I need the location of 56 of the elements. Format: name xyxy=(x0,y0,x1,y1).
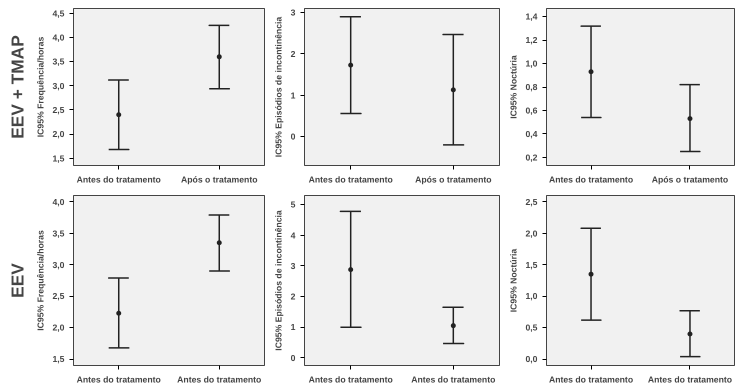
y-tick-label: 2,0 xyxy=(52,129,65,140)
x-tick-label: Antes do tratamento xyxy=(76,374,161,384)
y-tick-label: 0,4 xyxy=(525,128,538,139)
y-tick-label: 2 xyxy=(290,292,296,302)
y-tick-label: 0,2 xyxy=(525,152,538,162)
y-tick-label: 0,6 xyxy=(525,105,538,116)
y-tick-label: 0 xyxy=(290,132,296,142)
y-axis-title: IC95% Episódios de incontinência xyxy=(274,210,284,351)
y-tick-label: 3,0 xyxy=(52,260,65,270)
y-axis-title: IC95% Episódios de incontinência xyxy=(274,16,284,158)
y-tick-label: 3,0 xyxy=(52,80,65,91)
y-tick-label: 4,5 xyxy=(52,8,65,18)
x-tick-label: Antes do tratamento xyxy=(177,374,262,384)
x-tick-label: Após o tratamento xyxy=(415,174,492,184)
y-tick-label: 0 xyxy=(290,352,296,363)
x-tick-label: Antes do tratamento xyxy=(548,374,634,384)
y-tick-label: 1,0 xyxy=(525,291,538,302)
y-tick-label: 4 xyxy=(290,230,296,240)
x-tick-label: Após o tratamento xyxy=(652,174,728,184)
y-tick-label: 4,0 xyxy=(52,196,65,207)
y-tick-label: 2 xyxy=(290,48,296,59)
y-tick-label: 1,4 xyxy=(525,12,538,22)
y-tick-label: 1,2 xyxy=(525,35,538,46)
y-tick-label: 3 xyxy=(290,260,296,271)
x-tick-label: Antes do tratamento xyxy=(648,374,732,384)
y-axis-title: IC95% Frequência/horas xyxy=(35,36,46,138)
y-tick-label: 1,5 xyxy=(525,260,538,270)
y-axis-title: IC95% Noctúria xyxy=(508,55,518,119)
x-tick-label: Antes do tratamento xyxy=(308,174,393,184)
text: EEV + TMAP xyxy=(8,35,28,139)
y-axis-title: IC95% Frequência/horas xyxy=(35,230,46,331)
text: EEV xyxy=(8,262,28,298)
y-tick-label: 3 xyxy=(290,8,296,18)
y-tick-label: 0,5 xyxy=(525,322,538,333)
y-tick-label: 1 xyxy=(290,322,296,332)
y-tick-label: 1 xyxy=(290,90,296,100)
y-tick-label: 0,0 xyxy=(525,354,538,364)
y-tick-label: 2,5 xyxy=(52,104,65,115)
x-tick-label: Antes do tratamento xyxy=(548,174,634,184)
y-tick-label: 2,5 xyxy=(52,291,65,302)
x-tick-label: Após o tratamento xyxy=(181,174,258,184)
y-tick-label: 5 xyxy=(290,200,296,210)
x-tick-label: Antes do tratamento xyxy=(308,374,393,384)
y-tick-label: 3,5 xyxy=(52,56,65,67)
y-tick-label: 1,5 xyxy=(52,153,65,164)
x-tick-label: Antes do tratamento xyxy=(411,374,496,384)
y-tick-label: 1,0 xyxy=(525,58,538,69)
y-tick-label: 2,0 xyxy=(525,228,538,238)
y-axis-title: IC95% Noctúria xyxy=(508,248,518,312)
y-tick-label: 4,0 xyxy=(52,32,65,42)
y-tick-label: 2,5 xyxy=(525,196,538,207)
y-tick-label: 1,5 xyxy=(52,354,65,364)
y-tick-label: 2,0 xyxy=(52,322,65,333)
x-tick-label: Antes do tratamento xyxy=(76,174,161,184)
y-tick-label: 0,8 xyxy=(525,82,538,92)
y-tick-label: 3,5 xyxy=(52,228,65,238)
